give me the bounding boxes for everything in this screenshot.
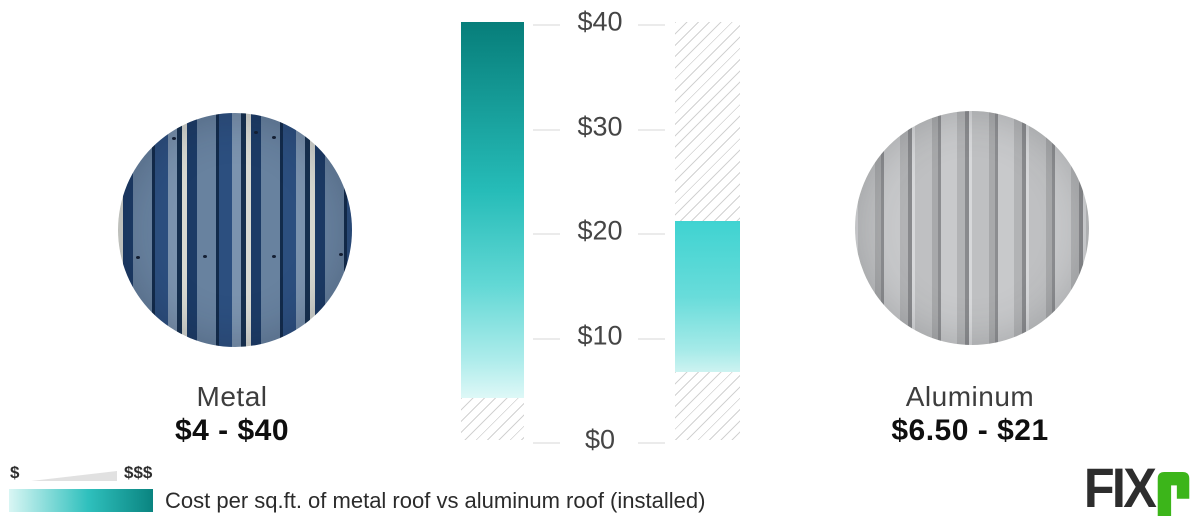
axis-tick-label: $40 [577,6,623,37]
tick-dash-right [638,442,665,444]
tick-dash-right [638,128,665,131]
fixr-logo-r-icon [1157,472,1190,516]
tick-dash-left [533,233,560,235]
metal-roof-photo [118,113,352,347]
legend-high-symbol: $$$ [124,463,153,482]
fixr-logo[interactable]: FIX [1076,456,1190,519]
tick-dash-left [533,442,560,444]
aluminum-bar-column [675,0,740,470]
aluminum-range-bar [675,220,740,373]
metal-roof-stripes [118,113,352,347]
legend-gradient-bar [9,489,153,512]
metal-label: Metal [196,381,268,412]
aluminum-label: Aluminum [905,381,1035,412]
axis-tick-label: $0 [584,424,616,455]
fixr-logo-text: FIX [1083,456,1157,519]
axis-tick-label: $30 [577,111,623,141]
aluminum-hatch-below [675,372,740,440]
metal-bar-column [461,0,524,470]
axis-tick-label: $20 [577,215,623,246]
metal-range-bar [461,22,524,399]
legend-low-symbol: $ [10,463,20,482]
tick-dash-left [533,337,560,340]
cost-range-chart: $0 $10 $20 $30 $40 [455,0,755,470]
metal-roof-screws [172,137,176,140]
metal-price-range: $4 - $40 [174,414,290,447]
tick-dash-right [638,233,665,235]
aluminum-roof-photo [855,111,1089,345]
tick-dash-right [638,24,665,26]
aluminum-price-range: $6.50 - $21 [891,414,1049,447]
aluminum-roof-stripes [855,111,1089,345]
metal-hatch-below [461,398,524,440]
aluminum-hatch-above [675,22,740,221]
legend-wedge-icon [31,471,117,481]
tick-dash-left [533,128,560,131]
chart-caption: Cost per sq.ft. of metal roof vs aluminu… [165,488,706,513]
axis-tick-label: $10 [577,320,623,350]
photo-vignette [118,113,352,347]
photo-vignette [855,111,1089,345]
tick-dash-right [638,337,665,340]
tick-dash-left [533,24,560,26]
